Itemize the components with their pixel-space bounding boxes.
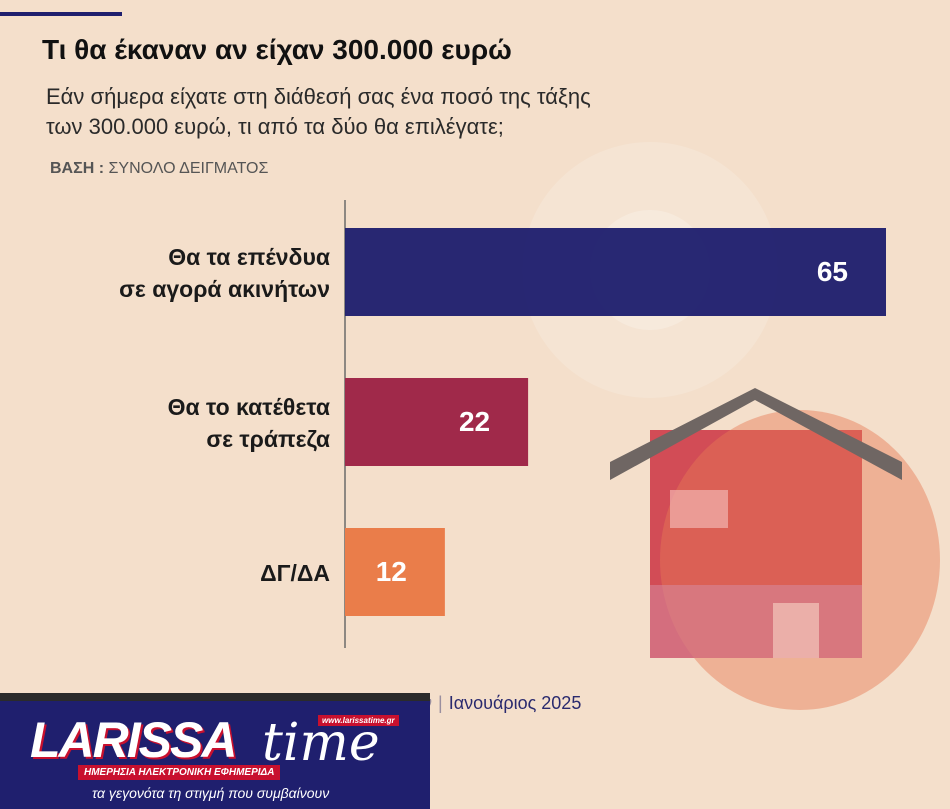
- source-separator: |: [438, 693, 443, 713]
- category-label: Θα το κατέθετα: [168, 394, 330, 420]
- publisher-logo: LARISSA time www.larissatime.gr ΗΜΕΡΗΣΙΑ…: [0, 693, 430, 809]
- category-label: Θα τα επένδυα: [168, 244, 330, 270]
- source-note: ν|Ιανουάριος 2025: [423, 693, 581, 714]
- question-line-1: Εάν σήμερα είχατε στη διάθεσή σας ένα πο…: [46, 84, 591, 109]
- category-label: ΔΓ/ΔΑ: [260, 560, 330, 586]
- bar-value-label: 12: [376, 556, 407, 587]
- logo-subtitle: ΗΜΕΡΗΣΙΑ ΗΛΕΚΤΡΟΝΙΚΗ ΕΦΗΜΕΡΙΔΑ: [78, 765, 281, 780]
- logo-tagline: τα γεγονότα τη στιγμή που συμβαίνουν: [92, 785, 330, 801]
- bar-3: [345, 528, 445, 616]
- top-accent-line: [0, 12, 122, 16]
- category-label: σε αγορά ακινήτων: [119, 276, 330, 302]
- base-label: ΒΑΣΗ :: [50, 160, 105, 177]
- logo-top-strip: [0, 693, 430, 701]
- bar-1: [345, 228, 886, 316]
- source-date: Ιανουάριος 2025: [448, 693, 582, 713]
- question-line-2: των 300.000 ευρώ, τι από τα δύο θα επιλέ…: [46, 114, 504, 139]
- logo-word: LARISSA: [30, 712, 237, 768]
- house-icon: [522, 142, 940, 710]
- bar-value-label: 65: [817, 256, 848, 287]
- base-note: ΒΑΣΗ : ΣΥΝΟΛΟ ΔΕΙΓΜΑΤΟΣ: [50, 160, 268, 178]
- bar-value-label: 22: [459, 406, 490, 437]
- bar-2: [345, 378, 529, 466]
- base-value: ΣΥΝΟΛΟ ΔΕΙΓΜΑΤΟΣ: [108, 160, 269, 177]
- category-label: σε τράπεζα: [206, 426, 330, 452]
- logo-url: www.larissatime.gr: [318, 715, 399, 726]
- page-title: Τι θα έκαναν αν είχαν 300.000 ευρώ: [42, 34, 512, 65]
- question-text: Εάν σήμερα είχατε στη διάθεσή σας ένα πο…: [46, 82, 806, 142]
